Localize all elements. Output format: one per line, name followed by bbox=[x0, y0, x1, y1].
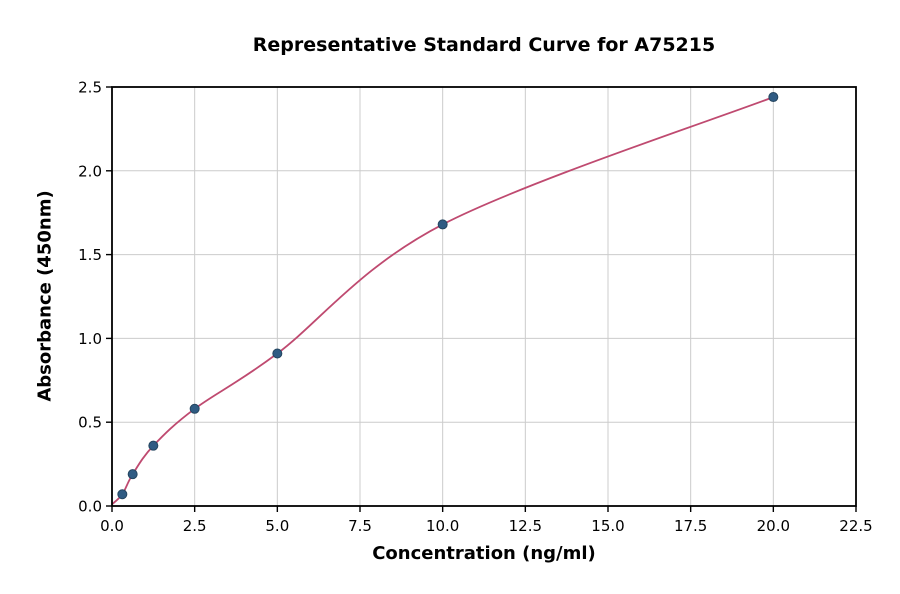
x-tick-label: 2.5 bbox=[183, 517, 207, 535]
y-tick-label: 0.0 bbox=[78, 498, 102, 516]
y-tick-label: 1.5 bbox=[78, 246, 102, 264]
plot-border bbox=[111, 86, 857, 507]
fitted-curve bbox=[111, 96, 774, 505]
data-point bbox=[148, 440, 159, 451]
x-tick-label: 20.0 bbox=[757, 517, 790, 535]
x-tick-label: 12.5 bbox=[509, 517, 542, 535]
y-tick-label: 2.5 bbox=[78, 79, 102, 97]
x-tick-label: 10.0 bbox=[426, 517, 459, 535]
data-point bbox=[272, 348, 283, 359]
y-tick-label: 0.5 bbox=[78, 414, 102, 432]
chart-title: Representative Standard Curve for A75215 bbox=[252, 34, 716, 56]
data-point bbox=[117, 489, 128, 500]
x-tick-label: 7.5 bbox=[348, 517, 372, 535]
x-tick-label: 5.0 bbox=[265, 517, 289, 535]
y-tick-label: 1.0 bbox=[78, 330, 102, 348]
x-tick-label: 15.0 bbox=[591, 517, 624, 535]
x-tick-label: 17.5 bbox=[674, 517, 707, 535]
x-axis-label: Concentration (ng/ml) bbox=[372, 543, 596, 564]
y-tick-label: 2.0 bbox=[78, 162, 102, 180]
data-point bbox=[437, 219, 448, 230]
x-tick-label: 0.0 bbox=[100, 517, 124, 535]
data-point bbox=[189, 403, 200, 414]
data-point bbox=[768, 92, 779, 103]
data-point bbox=[127, 469, 138, 480]
x-tick-label: 22.5 bbox=[839, 517, 872, 535]
